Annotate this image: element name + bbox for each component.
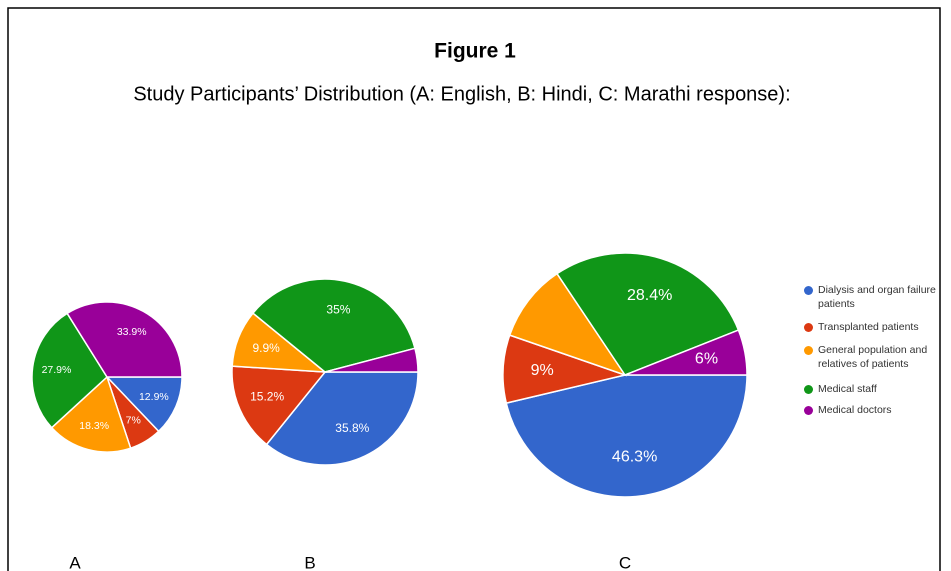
legend-marker [804,286,813,295]
legend-label: Medical staff [818,383,877,395]
pie-slice [231,365,327,446]
pie-slice [265,371,419,466]
pie-slice [31,312,108,429]
legend-label: Dialysis and organ failure patients [818,284,936,310]
slice-label: 33.9% [117,326,147,338]
slice-label: 27.9% [42,364,72,376]
slice-label: 7% [126,415,141,427]
pie-caption: C [619,553,631,571]
title: Figure 1 [434,40,516,63]
legend-marker [804,346,813,355]
slice-label: 12.9% [139,391,169,403]
pie-slice [324,347,419,373]
pie-slice [105,376,183,433]
slice-label: 6% [695,351,718,368]
pie-slice [508,272,627,377]
legend-label: General population and relatives of pati… [818,344,928,370]
slice-label: 35% [326,302,350,316]
frame [7,7,941,571]
legend-label: Medical doctors [818,404,892,416]
pie-slice [556,252,740,376]
slice-label: 28.4% [627,287,672,304]
slice-label: 35.8% [335,421,369,435]
pie-slice [50,375,132,453]
legend-marker [804,385,813,394]
slice-label: 15.2% [250,390,284,404]
pie-slice [251,278,416,373]
legend-marker [804,323,813,332]
legend-label: Transplanted patients [818,321,919,333]
pie-slice [66,301,183,378]
pie-caption: A [69,553,81,571]
pie-slice [505,374,748,498]
slice-label: 9% [531,362,554,379]
pie-caption: B [304,553,315,571]
slice-label: 9.9% [252,341,280,355]
pie-slice [624,329,748,376]
slice-label: 18.3% [79,420,109,432]
subtitle: Study Participants’ Distribution (A: Eng… [133,83,790,105]
legend-marker [804,406,813,415]
slice-label: 46.3% [612,449,657,466]
